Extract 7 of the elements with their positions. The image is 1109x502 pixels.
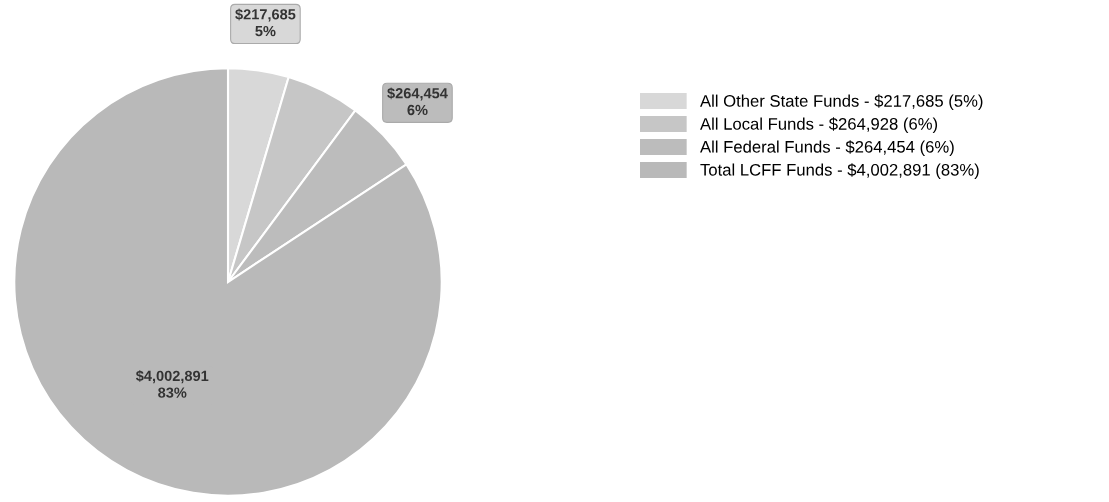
legend-label: All Federal Funds - $264,454 (6%) <box>700 140 954 157</box>
legend-label: All Local Funds - $264,928 (6%) <box>700 117 938 134</box>
data-label: $264,454 6% <box>387 87 448 116</box>
legend-label: Total LCFF Funds - $4,002,891 (83%) <box>700 163 979 179</box>
data-label: $217,685 5% <box>235 8 296 37</box>
data-label: $4,002,891 83% <box>135 370 209 398</box>
legend-label: All Other State Funds - $217,685 (5%) <box>700 94 983 111</box>
